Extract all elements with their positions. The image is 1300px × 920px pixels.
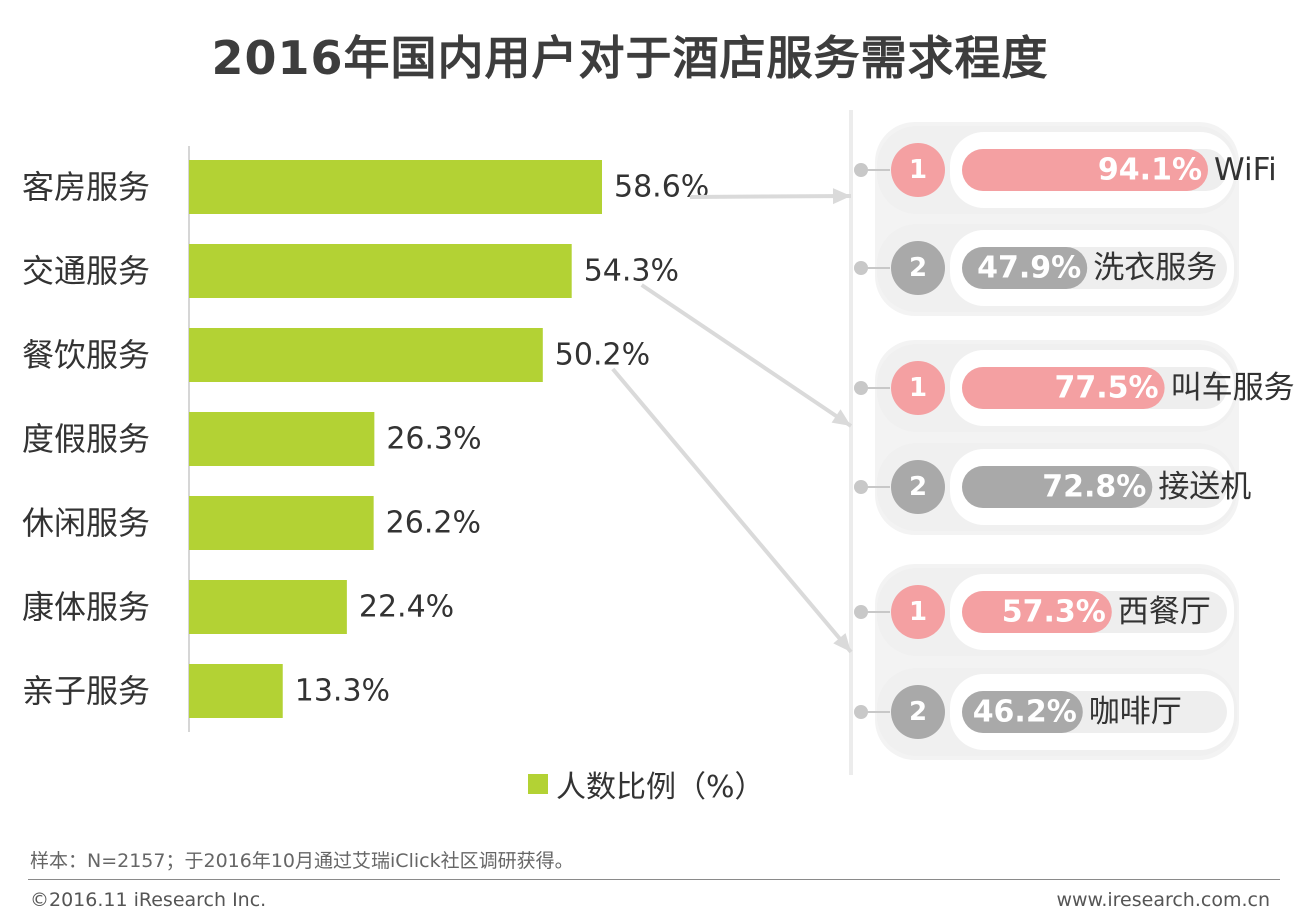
arrow-line	[689, 194, 852, 199]
item-name: 咖啡厅	[1089, 694, 1182, 730]
pill-bar	[962, 247, 1088, 289]
item-name: WiFi	[1214, 152, 1277, 188]
bar	[189, 244, 572, 298]
rank-circle	[891, 685, 945, 739]
rank-number: 2	[909, 697, 927, 727]
pill-bar	[962, 149, 1208, 191]
category-label: 交通服务	[22, 252, 150, 290]
copyright: ©2016.11 iResearch Inc.	[30, 889, 267, 911]
legend-swatch	[528, 774, 548, 794]
bar-value-label: 13.3%	[295, 674, 390, 709]
bar	[189, 664, 283, 718]
pill-bar	[962, 367, 1165, 409]
rank-number: 1	[909, 373, 927, 403]
bar-value-label: 22.4%	[359, 590, 454, 625]
arrow-head	[831, 409, 851, 426]
bar	[189, 412, 375, 466]
bar	[189, 328, 543, 382]
category-label: 亲子服务	[22, 672, 150, 710]
arrow-line	[611, 367, 853, 654]
rank-number: 2	[909, 253, 927, 283]
chart-title: 2016年国内用户对于酒店服务需求程度	[211, 31, 1049, 85]
arrow-head	[832, 188, 851, 205]
pill-value-label: 72.8%	[1042, 470, 1146, 505]
pill-value-label: 57.3%	[1002, 595, 1106, 630]
footer-divider	[28, 879, 1280, 880]
legend: 人数比例（%）	[528, 762, 765, 806]
pill-bar	[962, 591, 1112, 633]
pill-value-label: 77.5%	[1055, 371, 1159, 406]
rank-circle	[891, 585, 945, 639]
category-label: 康体服务	[22, 588, 150, 626]
item-name: 叫车服务	[1171, 370, 1295, 406]
category-label: 度假服务	[22, 420, 150, 458]
website-link[interactable]: www.iresearch.com.cn	[1056, 889, 1270, 911]
legend-label: 人数比例（%）	[556, 770, 765, 805]
category-label: 餐饮服务	[22, 336, 150, 374]
pill-value-label: 94.1%	[1098, 153, 1202, 188]
pill-value-label: 47.9%	[977, 251, 1081, 286]
rank-circle	[891, 361, 945, 415]
rank-circle	[891, 143, 945, 197]
pill-value-label: 46.2%	[973, 695, 1077, 730]
arrow-head	[833, 633, 851, 652]
bar	[189, 160, 602, 214]
source-note: 样本：N=2157；于2016年10月通过艾瑞iClick社区调研获得。	[30, 850, 574, 872]
bar-value-label: 50.2%	[555, 338, 650, 373]
rank-number: 2	[909, 472, 927, 502]
bar	[189, 496, 374, 550]
item-name: 西餐厅	[1118, 594, 1211, 630]
category-label: 客房服务	[22, 168, 150, 206]
pill-bar	[962, 691, 1083, 733]
bar-value-label: 58.6%	[614, 170, 709, 205]
rank-number: 1	[909, 597, 927, 627]
rank-circle	[891, 241, 945, 295]
category-label: 休闲服务	[22, 504, 150, 542]
item-name: 洗衣服务	[1093, 250, 1217, 286]
bar-value-label: 54.3%	[584, 254, 679, 289]
rank-number: 1	[909, 155, 927, 185]
pill-bar	[962, 466, 1153, 508]
arrow-line	[640, 283, 853, 428]
bar-value-label: 26.2%	[386, 506, 481, 541]
item-name: 接送机	[1158, 469, 1251, 505]
bar-value-label: 26.3%	[386, 422, 481, 457]
bar	[189, 580, 347, 634]
rank-circle	[891, 460, 945, 514]
